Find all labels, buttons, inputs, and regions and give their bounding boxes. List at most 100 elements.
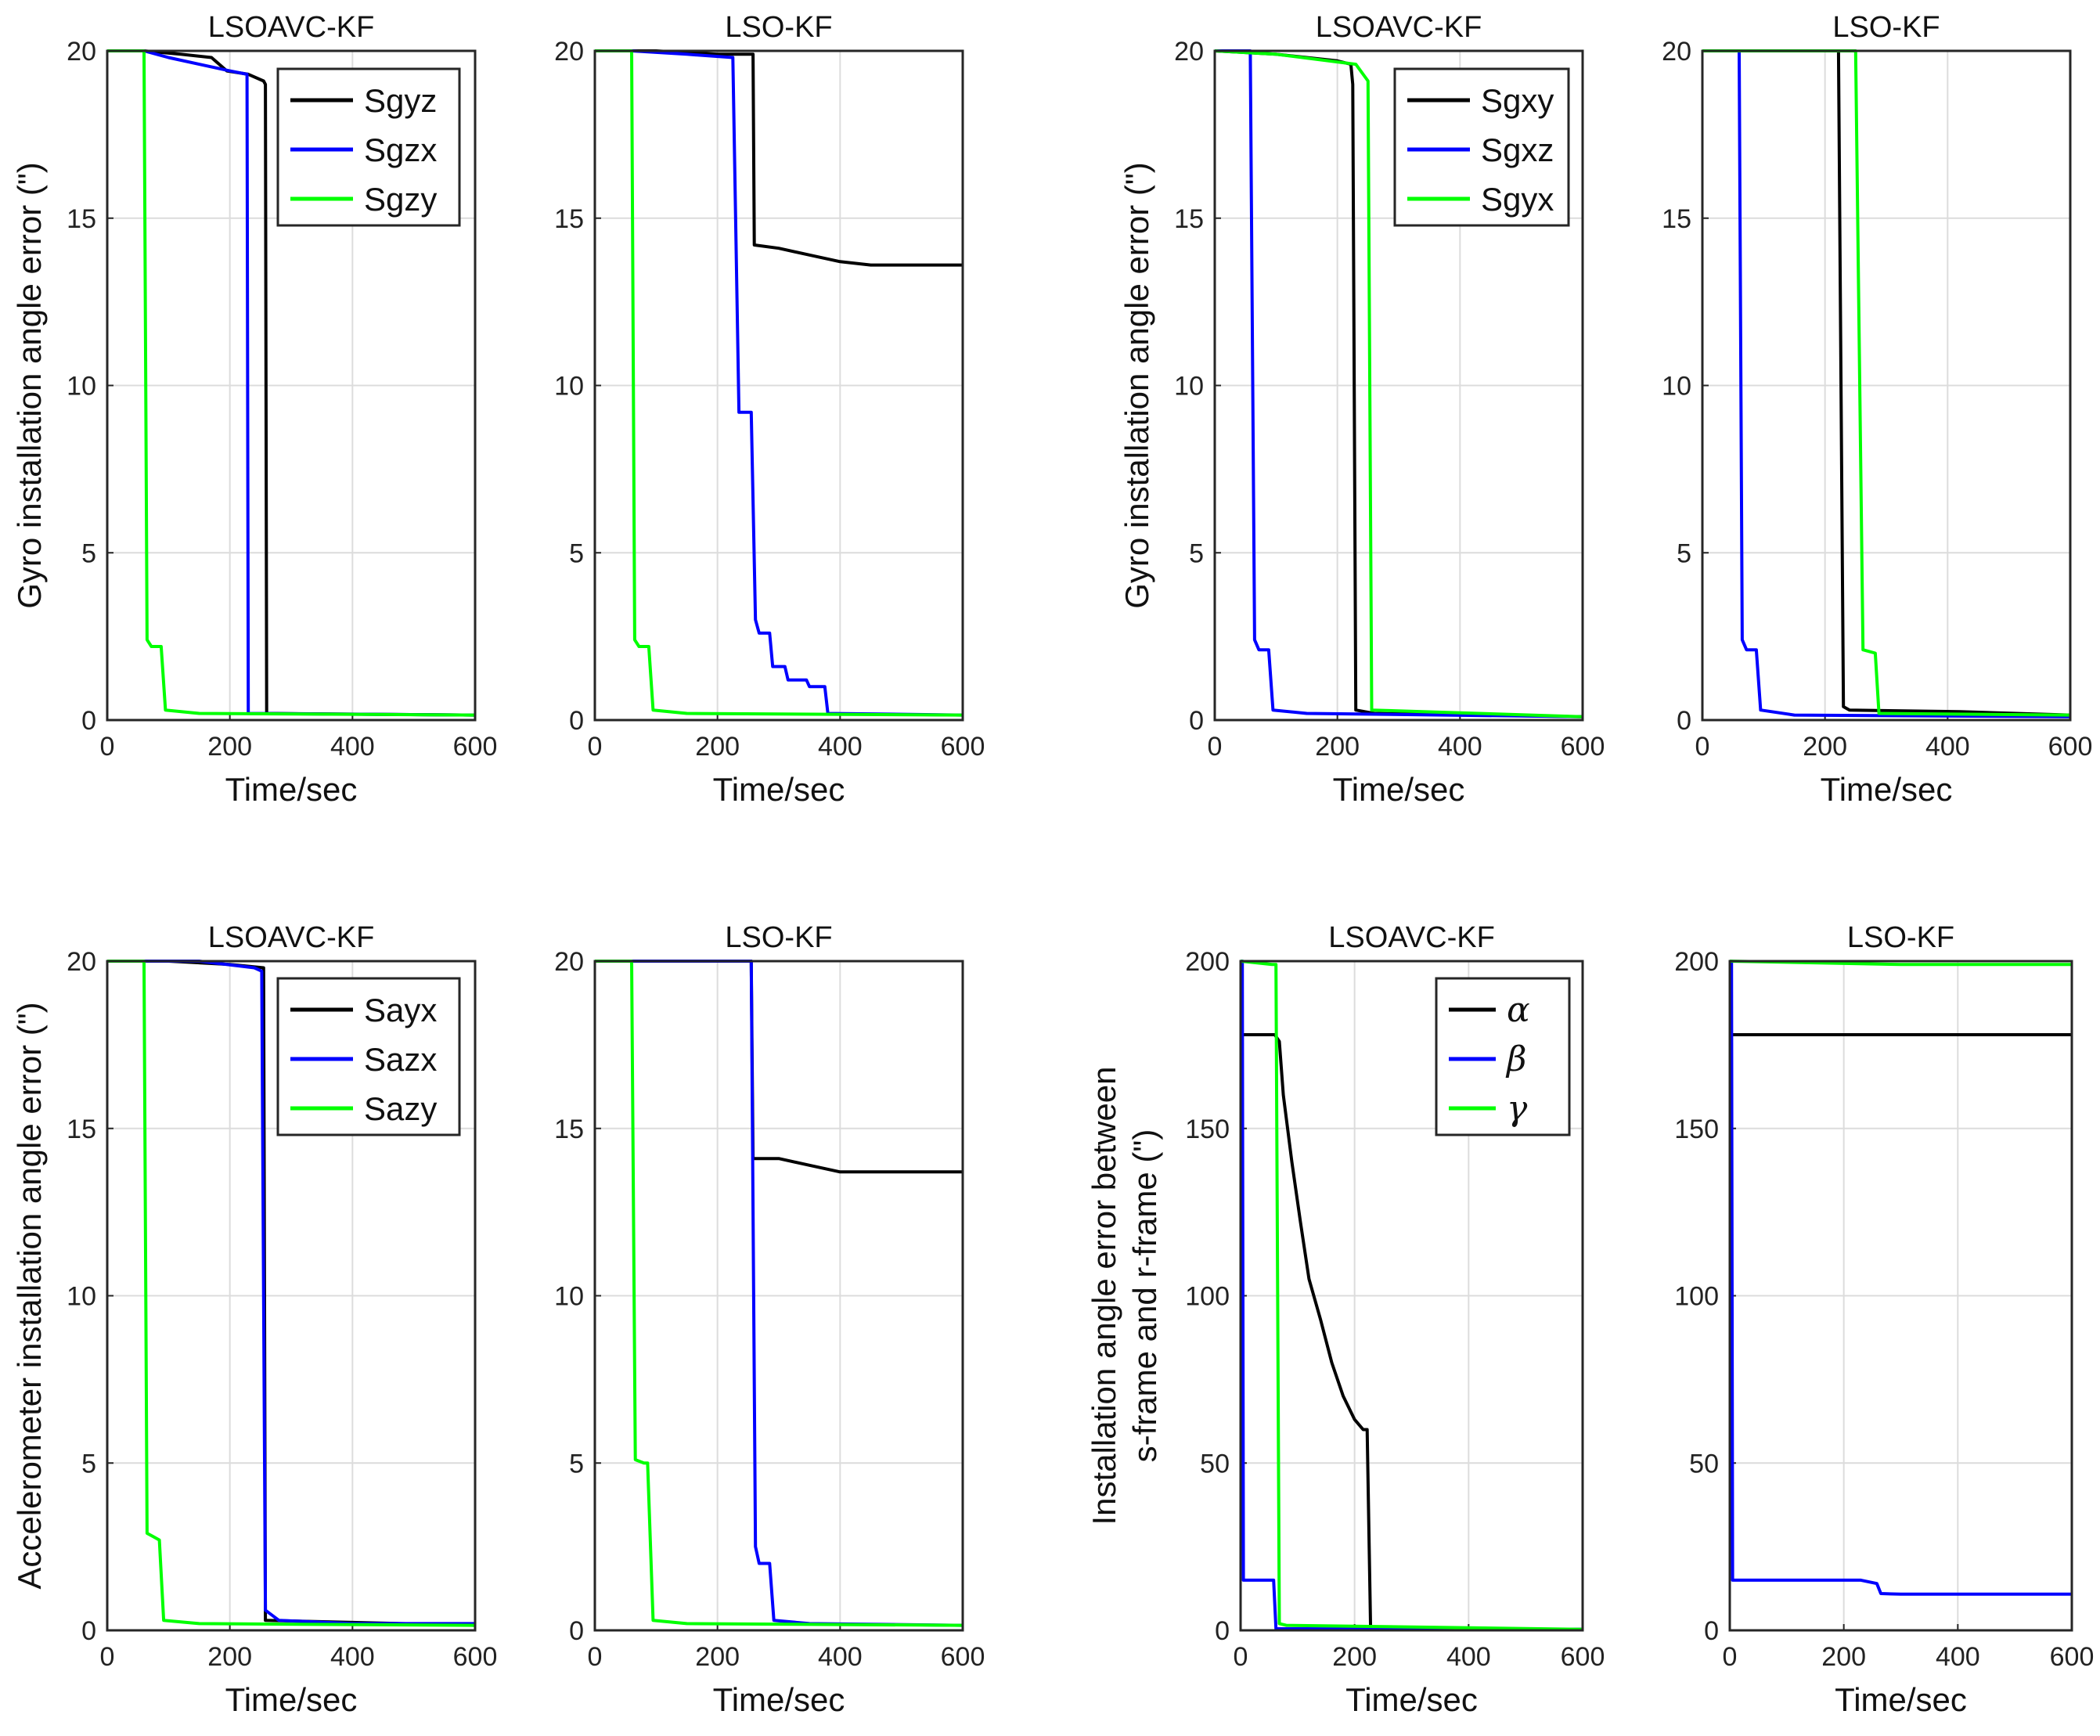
y-tick-label: 5: [81, 538, 96, 568]
x-axis-label: Time/sec: [713, 1681, 845, 1718]
legend-box: [1435, 977, 1571, 1136]
x-tick-label: 0: [1723, 1642, 1738, 1672]
panel-top-right-2: 0 200 400 600 0 5 10 15 20 LSO-KF Time/sec: [1662, 11, 2092, 808]
series-line-1: [1730, 960, 2072, 1596]
x-tick-label: 600: [941, 1642, 985, 1672]
legend: αβγ: [1435, 977, 1571, 1136]
y-tick-label: 15: [1174, 204, 1204, 234]
y-tick-label: 0: [81, 1616, 96, 1646]
panel-top-right-1: 0 200 400 600 0 5 10 15 20 LSOAVC-KF Time/sec Gyro …: [1118, 11, 1605, 808]
legend-label: β: [1505, 1039, 1526, 1079]
x-axis-label: Time/sec: [1333, 771, 1465, 808]
y-axis-label: s-frame and r-frame ("): [1126, 1129, 1163, 1463]
chart-title: LSO-KF: [725, 11, 832, 44]
y-tick-label: 0: [1215, 1616, 1230, 1646]
x-axis-label: Time/sec: [713, 771, 845, 808]
x-tick-label: 200: [695, 1642, 740, 1672]
panel-bottom-left-1: 0 200 400 600 0 5 10 15 20 LSOAVC-KF Time/sec Accel…: [11, 921, 497, 1718]
x-tick-label: 400: [1438, 732, 1482, 762]
x-tick-label: 0: [100, 1642, 115, 1672]
chart-title: LSOAVC-KF: [208, 11, 375, 44]
y-axis-label: Gyro installation angle error ("): [11, 162, 48, 608]
y-tick-label: 5: [81, 1449, 96, 1478]
legend-box: [276, 67, 461, 227]
legend-label: α: [1507, 990, 1530, 1030]
legend-label: Sgxz: [1481, 131, 1554, 168]
x-tick-label: 0: [100, 732, 115, 762]
x-axis-label: Time/sec: [1835, 1681, 1967, 1718]
x-tick-label: 600: [453, 732, 498, 762]
series-line-1: [595, 49, 963, 717]
y-tick-label: 200: [1185, 947, 1230, 977]
panel-bottom-right-1: 0 200 400 600 0 50 100 150 200 LSOAVC-KF Time/sec I…: [1086, 921, 1605, 1718]
axes-frame: [1728, 960, 2073, 1632]
y-tick-label: 20: [67, 947, 96, 977]
x-axis-label: Time/sec: [225, 771, 358, 808]
y-tick-label: 150: [1185, 1115, 1230, 1144]
y-tick-label: 5: [569, 538, 584, 568]
series-line-0: [595, 49, 963, 267]
chart-title: LSO-KF: [725, 921, 832, 954]
series-line-1: [1702, 49, 2070, 719]
x-tick-label: 0: [588, 1642, 603, 1672]
x-tick-label: 400: [330, 732, 375, 762]
x-tick-label: 200: [207, 732, 252, 762]
x-tick-label: 400: [1446, 1642, 1491, 1672]
y-axis-label: Accelerometer installation angle error (…: [11, 1002, 48, 1589]
y-tick-label: 10: [554, 372, 584, 402]
x-tick-label: 200: [1803, 732, 1847, 762]
legend: Sgxy Sgxz Sgyx: [1393, 67, 1570, 227]
y-tick-label: 0: [569, 1616, 584, 1646]
y-tick-label: 15: [554, 1115, 584, 1144]
y-tick-label: 15: [554, 204, 584, 234]
y-tick-label: 200: [1674, 947, 1719, 977]
x-tick-label: 600: [453, 1642, 498, 1672]
x-tick-label: 200: [1821, 1642, 1866, 1672]
y-tick-label: 5: [1189, 538, 1204, 568]
x-tick-label: 600: [941, 732, 985, 762]
x-axis-label: Time/sec: [225, 1681, 358, 1718]
legend-label: Sgxy: [1481, 82, 1554, 119]
x-tick-label: 400: [1936, 1642, 1980, 1672]
y-tick-label: 0: [1189, 706, 1204, 736]
chart-title: LSO-KF: [1832, 11, 1940, 44]
series-line-2: [107, 49, 475, 717]
series-line-1: [1215, 49, 1583, 719]
panel-bottom-left-2: 0 200 400 600 0 5 10 15 20 LSO-KF Time/sec: [554, 921, 985, 1718]
y-axis-label: Gyro installation angle error ("): [1118, 162, 1155, 608]
y-tick-label: 20: [554, 947, 584, 977]
y-tick-label: 10: [67, 1282, 96, 1312]
y-axis-label: Installation angle error between: [1086, 1066, 1122, 1525]
x-tick-label: 200: [1315, 732, 1360, 762]
x-tick-label: 200: [695, 732, 740, 762]
x-axis-label: Time/sec: [1821, 771, 1953, 808]
series-line-2: [107, 960, 475, 1627]
x-tick-label: 400: [1925, 732, 1970, 762]
y-tick-label: 15: [67, 204, 96, 234]
y-tick-label: 10: [1174, 372, 1204, 402]
chart-title: LSO-KF: [1847, 921, 1954, 954]
axes-frame: [1213, 49, 1584, 722]
series-line-2: [595, 49, 963, 717]
chart-title: LSOAVC-KF: [208, 921, 375, 954]
axes-frame: [593, 960, 964, 1632]
x-tick-label: 600: [1561, 732, 1605, 762]
panel-bottom-right-2: 0 200 400 600 0 50 100 150 200 LSO-KF Time/sec: [1674, 921, 2094, 1718]
x-tick-label: 0: [588, 732, 603, 762]
legend-label: Sgzx: [364, 131, 437, 168]
x-tick-label: 400: [818, 732, 863, 762]
legend-label: Sgyz: [364, 82, 437, 119]
y-tick-label: 5: [569, 1449, 584, 1478]
series-line-2: [1241, 960, 1583, 1631]
chart-title: LSOAVC-KF: [1316, 11, 1482, 44]
axes-frame: [106, 960, 477, 1632]
panel-top-left-1: 0 200 400 600 0 5 10 15 20 LSOAVC-KF Time/sec Gyro …: [11, 11, 497, 808]
y-tick-label: 0: [1677, 706, 1691, 736]
axes-frame: [1701, 49, 2072, 722]
legend-label: Sgzy: [364, 181, 437, 218]
axes-frame: [106, 49, 477, 722]
y-tick-label: 0: [569, 706, 584, 736]
legend-label: Sayx: [364, 992, 437, 1028]
x-tick-label: 200: [207, 1642, 252, 1672]
